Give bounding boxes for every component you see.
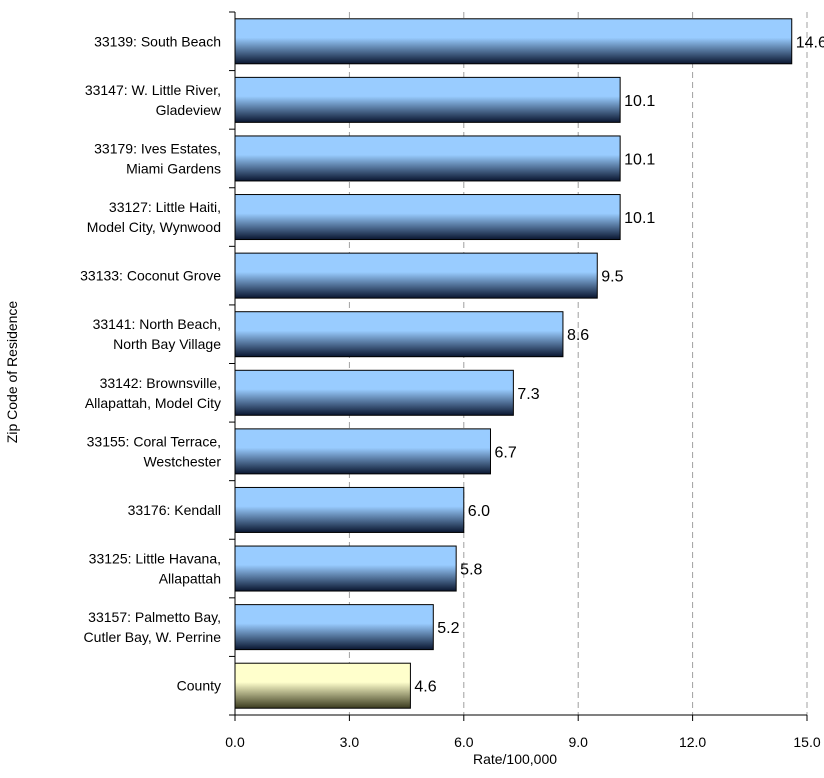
data-label: 9.5	[601, 269, 623, 286]
category-label: Gladeview	[156, 102, 222, 118]
bars	[234, 18, 793, 709]
category-label: Allapattah, Model City	[85, 395, 221, 411]
category-label: Westchester	[143, 453, 221, 469]
category-label: 33142: Brownsville,	[100, 375, 221, 391]
category-label: 33133: Coconut Grove	[80, 268, 221, 284]
data-label: 7.3	[517, 386, 539, 403]
bar	[234, 76, 621, 123]
category-label: 33139: South Beach	[94, 33, 221, 49]
bar	[234, 604, 434, 651]
category-label: 33147: W. Little River,	[85, 82, 221, 98]
data-label: 5.8	[460, 562, 482, 579]
bar	[234, 311, 564, 358]
category-label: Model City, Wynwood	[87, 219, 221, 235]
y-axis-label: Zip Code of Residence	[4, 301, 20, 444]
category-label: Miami Gardens	[126, 160, 221, 176]
data-label: 5.2	[437, 620, 459, 637]
data-labels: 14.6 10.1 10.1 10.1 9.5 8.6 7.3 6.7 6.0 5.8 5.2 4.6	[414, 34, 824, 695]
axes	[229, 11, 808, 721]
bar	[234, 369, 514, 416]
data-label: 14.6	[796, 34, 824, 51]
bar	[234, 18, 793, 65]
category-label: North Bay Village	[113, 336, 221, 352]
category-label: Allapattah	[159, 571, 221, 587]
x-tick-label: 6.0	[454, 734, 474, 750]
category-label: County	[177, 678, 221, 694]
category-label: 33157: Palmetto Bay,	[88, 609, 221, 625]
gridlines	[348, 12, 808, 715]
category-label: 33127: Little Haiti,	[109, 199, 221, 215]
x-tick-label: 0.0	[225, 734, 245, 750]
category-label: 33125: Little Havana,	[89, 551, 221, 567]
category-label: 33155: Coral Terrace,	[87, 433, 221, 449]
bar	[234, 486, 465, 533]
bar	[234, 135, 621, 182]
data-label: 8.6	[567, 327, 589, 344]
x-tick-label: 9.0	[568, 734, 588, 750]
category-label: Cutler Bay, W. Perrine	[84, 629, 222, 645]
data-label: 10.1	[624, 151, 655, 168]
category-label: 33179: Ives Estates,	[94, 140, 221, 156]
x-tick-label: 15.0	[793, 734, 820, 750]
category-label: 33176: Kendall	[128, 502, 221, 518]
bar	[234, 194, 621, 241]
x-tick-label: 12.0	[679, 734, 706, 750]
data-label: 10.1	[624, 210, 655, 227]
bar	[234, 545, 457, 592]
bar-county	[234, 662, 411, 709]
data-label: 10.1	[624, 93, 655, 110]
bar	[234, 428, 491, 475]
x-tick-labels: 0.0 3.0 6.0 9.0 12.0 15.0	[225, 734, 821, 750]
bar	[234, 252, 598, 299]
x-tick-label: 3.0	[340, 734, 360, 750]
x-axis-label: Rate/100,000	[473, 751, 557, 767]
data-label: 6.7	[494, 444, 516, 461]
data-label: 6.0	[468, 503, 490, 520]
category-label: 33141: North Beach,	[93, 316, 221, 332]
category-labels: 33139: South Beach 33147: W. Little River…	[80, 33, 222, 693]
data-label: 4.6	[414, 679, 436, 696]
